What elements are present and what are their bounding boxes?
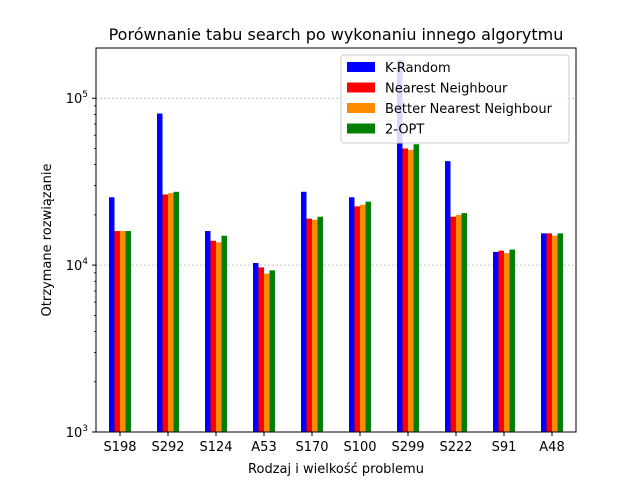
- x-tick-label: S100: [343, 440, 376, 455]
- bar-S292-3: [173, 191, 179, 432]
- x-tick-label: S124: [199, 440, 232, 455]
- bar-S222-3: [461, 213, 467, 432]
- bar-S170-2: [312, 219, 318, 432]
- bar-S91-0: [493, 251, 499, 432]
- bar-S198-2: [120, 231, 126, 432]
- x-tick-label: A48: [539, 440, 564, 455]
- bar-S292-1: [162, 194, 168, 432]
- y-axis: 103 104 105: [66, 90, 96, 441]
- x-tick-label: A53: [251, 440, 276, 455]
- bar-S299-3: [413, 144, 419, 432]
- legend-label: K-Random: [385, 61, 451, 76]
- bar-A48-1: [546, 233, 552, 432]
- legend-box: [340, 54, 570, 144]
- x-tick-label: S91: [492, 440, 517, 455]
- bar-S124-0: [205, 231, 211, 432]
- x-tick-label: S198: [103, 440, 136, 455]
- bar-A53-3: [269, 270, 275, 432]
- bar-S292-0: [157, 113, 163, 432]
- bar-S100-2: [360, 204, 366, 432]
- legend-swatch: [347, 62, 375, 72]
- x-tick-label: S170: [295, 440, 328, 455]
- legend-label: Nearest Neighbour: [385, 82, 508, 97]
- x-tick-label: S299: [391, 440, 424, 455]
- bar-S299-2: [408, 149, 414, 432]
- legend: K-Random Nearest Neighbour Better Nearest …: [340, 54, 570, 144]
- bar-S222-1: [450, 216, 456, 432]
- legend-swatch: [347, 82, 375, 93]
- bar-A48-0: [541, 233, 547, 432]
- bar-S124-3: [221, 235, 227, 432]
- legend-label: 2-OPT: [385, 123, 424, 138]
- bar-A53-2: [264, 273, 270, 432]
- chart-title: Porównanie tabu search po wykonaniu inne…: [109, 25, 564, 44]
- bar-marks: [109, 59, 563, 433]
- bar-S299-1: [402, 148, 408, 433]
- bar-A53-1: [258, 267, 264, 432]
- legend-label: Better Nearest Neighbour: [385, 102, 553, 117]
- legend-swatch: [347, 103, 375, 113]
- y-tick-label: 104: [66, 257, 89, 274]
- bar-S124-1: [210, 240, 216, 432]
- bar-S91-1: [498, 250, 504, 432]
- bar-S198-0: [109, 197, 115, 432]
- bar-S100-0: [349, 197, 355, 432]
- bar-S170-1: [306, 218, 312, 432]
- y-tick-label: 105: [66, 90, 88, 107]
- bar-S91-3: [509, 249, 515, 432]
- x-tick-label: S222: [439, 440, 472, 455]
- plot-frame: [95, 47, 577, 433]
- legend-swatch: [347, 123, 375, 134]
- bar-S170-0: [301, 191, 307, 432]
- x-axis: S198 S292 S124 A53 S170 S100 S299 S222 S91 A48: [103, 432, 565, 455]
- bar-S292-2: [168, 193, 174, 432]
- y-axis-label: Otrzymane rozwiązanie: [40, 164, 55, 317]
- bar-S198-1: [114, 231, 120, 432]
- bar-S198-3: [125, 231, 131, 432]
- x-tick-label: S292: [151, 440, 184, 455]
- bar-A53-0: [253, 262, 259, 432]
- bar-S91-2: [504, 253, 510, 432]
- bar-S170-3: [317, 216, 323, 432]
- bar-A48-2: [552, 235, 558, 432]
- bar-S222-2: [456, 214, 462, 432]
- bar-S222-0: [445, 161, 451, 432]
- bar-S124-2: [216, 242, 222, 432]
- bar-A48-3: [557, 233, 563, 432]
- y-tick-label: 103: [66, 424, 88, 441]
- bar-S299-0: [397, 59, 403, 433]
- bar-S100-1: [354, 206, 360, 432]
- x-axis-label: Rodzaj i wielkość problemu: [248, 462, 424, 477]
- bar-S100-3: [365, 201, 371, 432]
